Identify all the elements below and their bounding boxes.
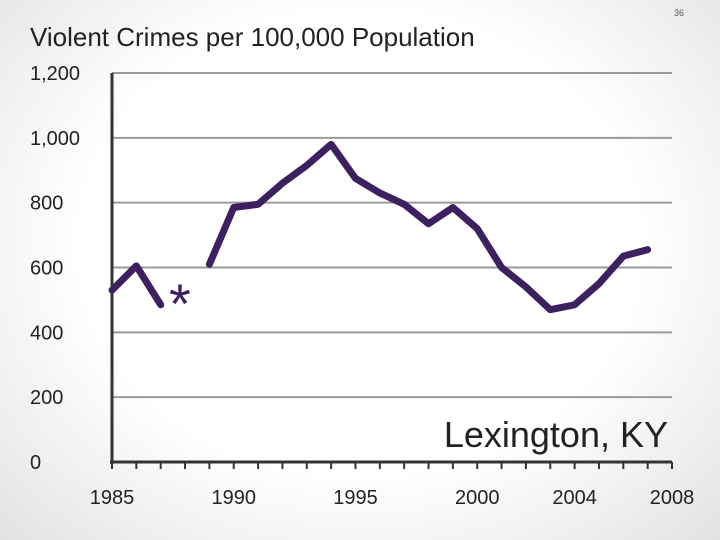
y-tick-label: 200	[30, 387, 63, 409]
series-line-segment	[108, 262, 165, 309]
series-line-segment	[205, 140, 652, 314]
chart-title: Violent Crimes per 100,000 Population	[30, 22, 475, 52]
y-tick-label: 600	[30, 258, 63, 280]
y-tick-label: 0	[30, 452, 41, 474]
series-lines	[108, 140, 652, 314]
x-tick-label: 1995	[333, 487, 378, 509]
x-tick-label: 1990	[211, 487, 256, 509]
gridlines	[112, 72, 672, 399]
x-tick-label: 2000	[455, 487, 500, 509]
x-tick-label: 2004	[552, 487, 597, 509]
y-tick-label: 1,000	[30, 128, 80, 150]
y-tick-labels: 0 200 400 600 800 1,000 1,200	[30, 63, 80, 474]
axes	[110, 73, 673, 469]
y-tick-label: 1,200	[30, 63, 80, 85]
x-tick-label: 2008	[650, 487, 695, 509]
y-tick-label: 800	[30, 193, 63, 215]
location-annotation: Lexington, KY	[444, 414, 668, 455]
x-tick-label: 1985	[90, 487, 135, 509]
gap-asterisk-annotation: *	[169, 272, 191, 335]
x-tick-labels: 1985 1990 1995 2000 2004 2008	[90, 487, 695, 509]
page-number: 36	[673, 8, 684, 18]
y-tick-label: 400	[30, 322, 63, 344]
annotations: * Lexington, KY	[169, 272, 668, 455]
